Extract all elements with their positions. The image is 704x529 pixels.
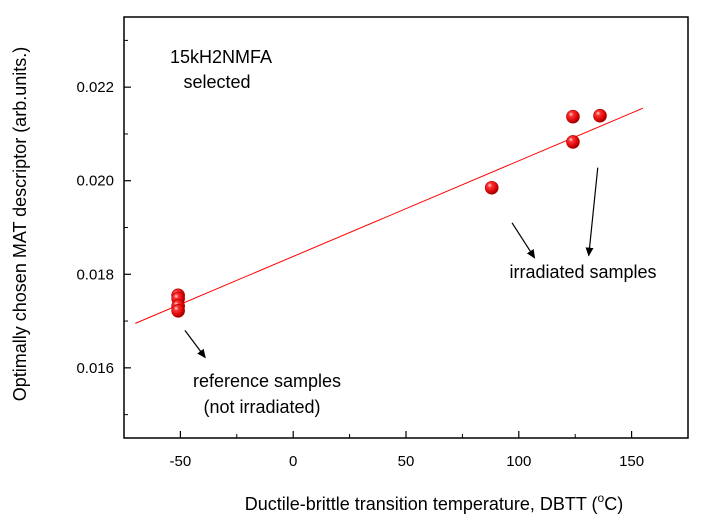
x-axis-ticks: -50 0 50 100 150 — [123, 431, 689, 470]
y-axis-title: Optimally chosen MAT descriptor (arb.uni… — [10, 47, 30, 401]
data-point — [566, 135, 580, 149]
irradiated-arrow-right — [585, 167, 599, 257]
x-axis-title: Ductile-brittle transition temperature, … — [245, 491, 623, 514]
fit-line — [135, 107, 644, 324]
irradiated-arrow-left — [511, 222, 536, 259]
x-tick-label: -50 — [170, 453, 192, 470]
y-axis-ticks: 0.016 0.018 0.020 0.022 — [76, 39, 131, 416]
annotation-reference-line2: (not irradiated) — [203, 397, 320, 417]
data-point — [171, 303, 185, 318]
degree-superscript: o — [598, 491, 605, 505]
data-point — [593, 108, 607, 123]
annotation-title-line1: 15kH2NMFA — [170, 47, 272, 67]
x-tick-label: 100 — [506, 453, 531, 470]
y-tick-label: 0.016 — [76, 360, 114, 377]
y-tick-label: 0.022 — [76, 79, 114, 96]
data-point — [484, 180, 499, 195]
x-tick-label: 150 — [619, 453, 644, 470]
arrows — [184, 167, 599, 359]
reference-arrow — [184, 330, 206, 359]
data-points — [171, 108, 607, 318]
y-tick-label: 0.018 — [76, 266, 114, 283]
y-tick-label: 0.020 — [76, 173, 114, 190]
data-point — [566, 109, 580, 124]
x-tick-label: 0 — [289, 453, 297, 470]
annotation-irradiated: irradiated samples — [509, 262, 656, 282]
annotation-title-line2: selected — [183, 72, 250, 92]
x-tick-label: 50 — [398, 453, 415, 470]
annotation-reference-line1: reference samples — [193, 371, 341, 391]
